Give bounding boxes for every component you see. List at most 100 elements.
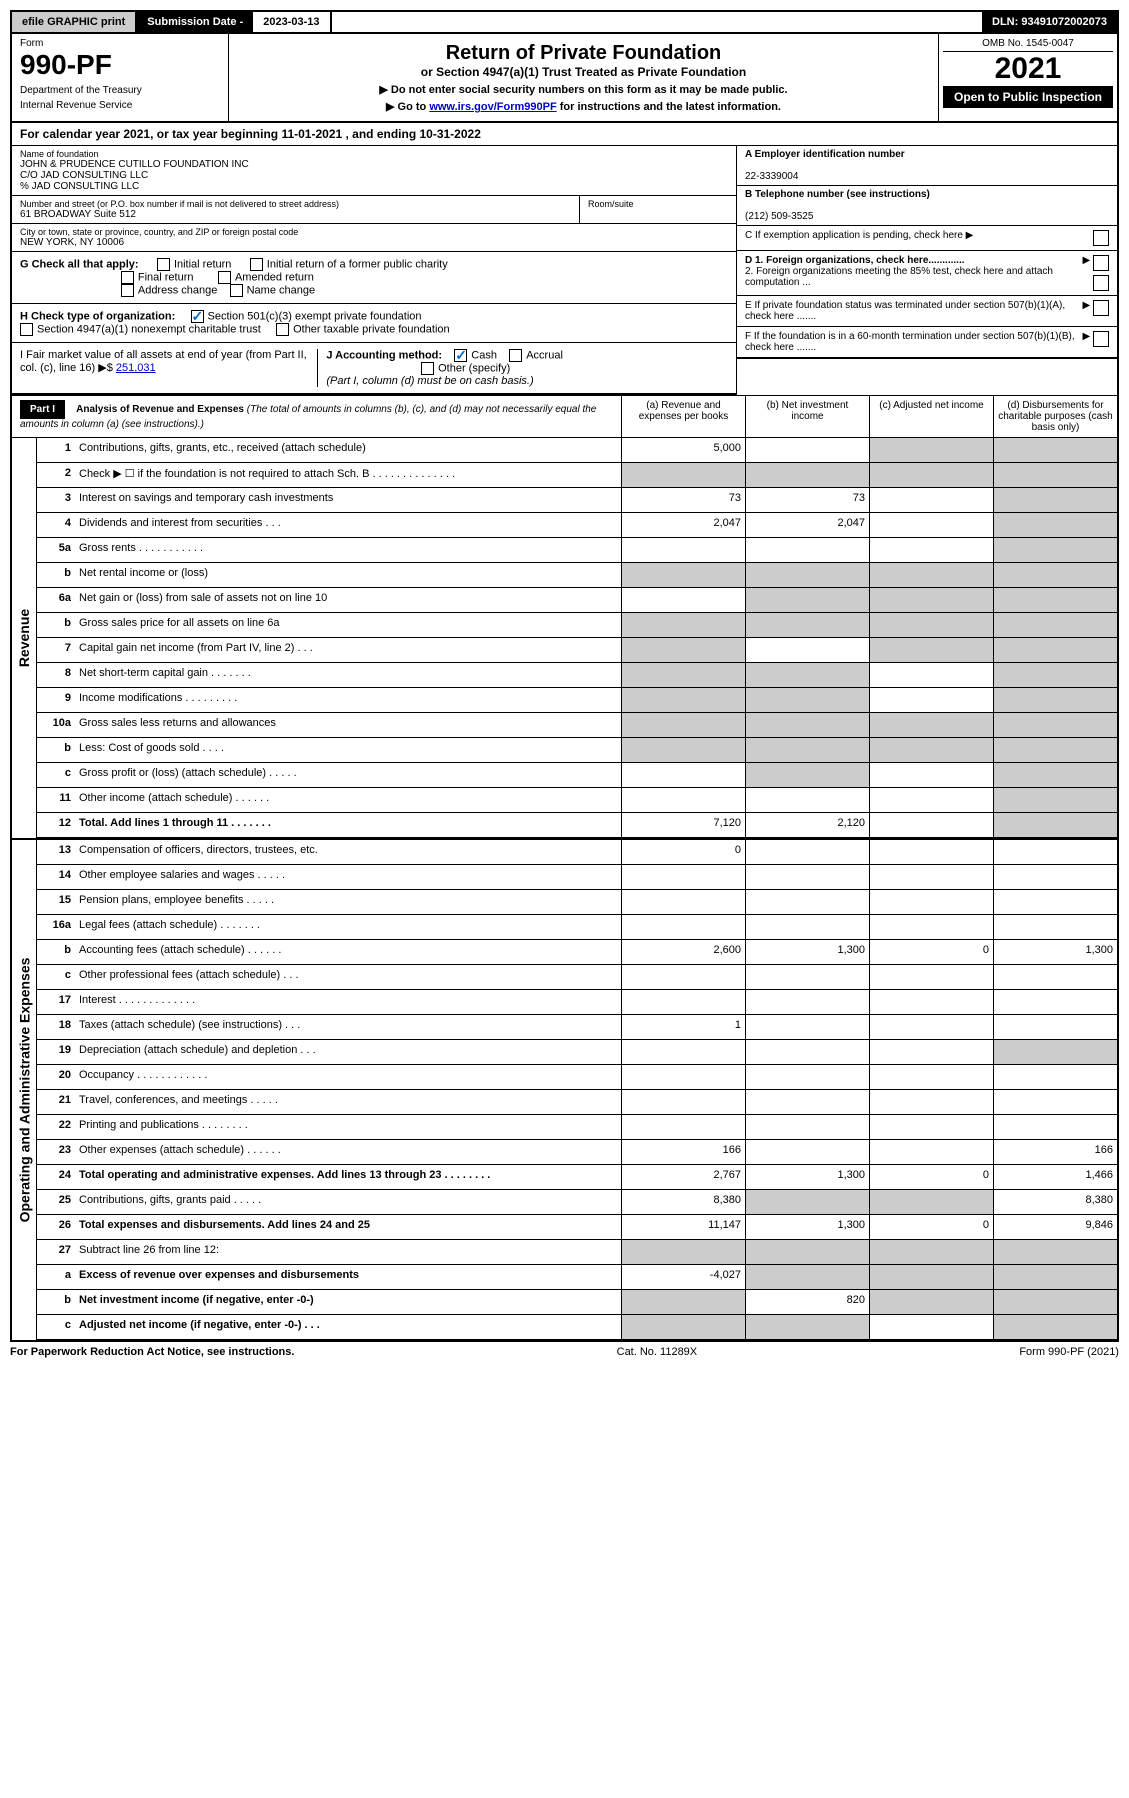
row-value-b <box>745 763 869 787</box>
table-row: 8Net short-term capital gain . . . . . .… <box>37 663 1117 688</box>
row-value-b <box>745 438 869 462</box>
table-row: 12Total. Add lines 1 through 11 . . . . … <box>37 813 1117 838</box>
row-value-a: 8,380 <box>621 1190 745 1214</box>
row-number: 8 <box>37 663 75 687</box>
i-value[interactable]: 251,031 <box>116 362 156 374</box>
f-checkbox[interactable] <box>1093 331 1109 347</box>
j-note: (Part I, column (d) must be on cash basi… <box>326 375 533 387</box>
g-initial-former-checkbox[interactable] <box>250 258 263 271</box>
table-row: bGross sales price for all assets on lin… <box>37 613 1117 638</box>
row-description: Printing and publications . . . . . . . … <box>75 1115 621 1139</box>
part1-desc: Part I Analysis of Revenue and Expenses … <box>12 396 621 437</box>
row-value-c <box>869 990 993 1014</box>
j-accrual-checkbox[interactable] <box>509 349 522 362</box>
phone-cell: B Telephone number (see instructions) (2… <box>737 186 1117 226</box>
j-label: J Accounting method: <box>326 349 442 361</box>
row-value-a <box>621 1290 745 1314</box>
j-cash-checkbox[interactable] <box>454 349 467 362</box>
table-row: 2Check ▶ ☐ if the foundation is not requ… <box>37 463 1117 488</box>
row-number: b <box>37 1290 75 1314</box>
table-row: 7Capital gain net income (from Part IV, … <box>37 638 1117 663</box>
row-number: 26 <box>37 1215 75 1239</box>
col-c-header: (c) Adjusted net income <box>869 396 993 437</box>
row-value-a <box>621 1065 745 1089</box>
g-final-checkbox[interactable] <box>121 271 134 284</box>
row-description: Gross sales price for all assets on line… <box>75 613 621 637</box>
row-value-b: 820 <box>745 1290 869 1314</box>
row-value-b <box>745 840 869 864</box>
h-label: H Check type of organization: <box>20 310 175 322</box>
g-address-checkbox[interactable] <box>121 284 134 297</box>
row-value-a <box>621 713 745 737</box>
row-value-b <box>745 688 869 712</box>
info-right-column: A Employer identification number 22-3339… <box>737 146 1117 395</box>
g-amended-checkbox[interactable] <box>218 271 231 284</box>
table-row: 9Income modifications . . . . . . . . . <box>37 688 1117 713</box>
row-description: Pension plans, employee benefits . . . .… <box>75 890 621 914</box>
row-value-c <box>869 1265 993 1289</box>
e-checkbox[interactable] <box>1093 300 1109 316</box>
form-subtitle: or Section 4947(a)(1) Trust Treated as P… <box>237 65 930 79</box>
row-value-a <box>621 915 745 939</box>
row-value-b <box>745 965 869 989</box>
j-other-checkbox[interactable] <box>421 362 434 375</box>
city-cell: City or town, state or province, country… <box>12 224 736 252</box>
row-value-c <box>869 890 993 914</box>
row-value-b: 1,300 <box>745 1215 869 1239</box>
row-value-b <box>745 1040 869 1064</box>
h-501c3-checkbox[interactable] <box>191 310 204 323</box>
row-number: 7 <box>37 638 75 662</box>
row-value-d <box>993 513 1117 537</box>
row-description: Travel, conferences, and meetings . . . … <box>75 1090 621 1114</box>
row-value-d <box>993 1015 1117 1039</box>
row-value-c: 0 <box>869 940 993 964</box>
row-description: Excess of revenue over expenses and disb… <box>75 1265 621 1289</box>
row-value-d <box>993 488 1117 512</box>
row-value-c <box>869 513 993 537</box>
g-label: G Check all that apply: <box>20 258 139 270</box>
row-description: Gross rents . . . . . . . . . . . <box>75 538 621 562</box>
efile-print-button[interactable]: efile GRAPHIC print <box>12 12 137 32</box>
table-row: aExcess of revenue over expenses and dis… <box>37 1265 1117 1290</box>
row-value-b: 2,120 <box>745 813 869 837</box>
h-4947-checkbox[interactable] <box>20 323 33 336</box>
row-value-b <box>745 1015 869 1039</box>
row-value-c <box>869 865 993 889</box>
g-initial-checkbox[interactable] <box>157 258 170 271</box>
row-value-c <box>869 1190 993 1214</box>
d2-checkbox[interactable] <box>1093 275 1109 291</box>
row-value-a <box>621 1315 745 1339</box>
h-other-checkbox[interactable] <box>276 323 289 336</box>
row-number: 23 <box>37 1140 75 1164</box>
row-value-a: 7,120 <box>621 813 745 837</box>
row-value-a <box>621 613 745 637</box>
row-number: b <box>37 738 75 762</box>
row-value-b <box>745 1240 869 1264</box>
row-value-b <box>745 1115 869 1139</box>
c-label: C If exemption application is pending, c… <box>745 230 963 241</box>
row-description: Gross profit or (loss) (attach schedule)… <box>75 763 621 787</box>
row-value-b <box>745 788 869 812</box>
row-value-b <box>745 1265 869 1289</box>
phone-value: (212) 509-3525 <box>745 211 813 222</box>
header-right: OMB No. 1545-0047 2021 Open to Public In… <box>939 34 1117 121</box>
row-number: 5a <box>37 538 75 562</box>
d1-checkbox[interactable] <box>1093 255 1109 271</box>
row-value-d <box>993 865 1117 889</box>
row-value-a: 2,600 <box>621 940 745 964</box>
table-row: 17Interest . . . . . . . . . . . . . <box>37 990 1117 1015</box>
irs-link[interactable]: www.irs.gov/Form990PF <box>429 101 556 113</box>
row-value-a <box>621 865 745 889</box>
part1-header-row: Part I Analysis of Revenue and Expenses … <box>10 395 1119 438</box>
table-row: 1Contributions, gifts, grants, etc., rec… <box>37 438 1117 463</box>
c-checkbox[interactable] <box>1093 230 1109 246</box>
row-value-c <box>869 663 993 687</box>
row-value-c <box>869 840 993 864</box>
row-value-d <box>993 438 1117 462</box>
g-name-checkbox[interactable] <box>230 284 243 297</box>
part1-badge: Part I <box>20 400 65 419</box>
address-label: Number and street (or P.O. box number if… <box>20 199 571 209</box>
table-row: 23Other expenses (attach schedule) . . .… <box>37 1140 1117 1165</box>
row-value-b <box>745 463 869 487</box>
d-check-item: D 1. Foreign organizations, check here..… <box>737 251 1117 296</box>
